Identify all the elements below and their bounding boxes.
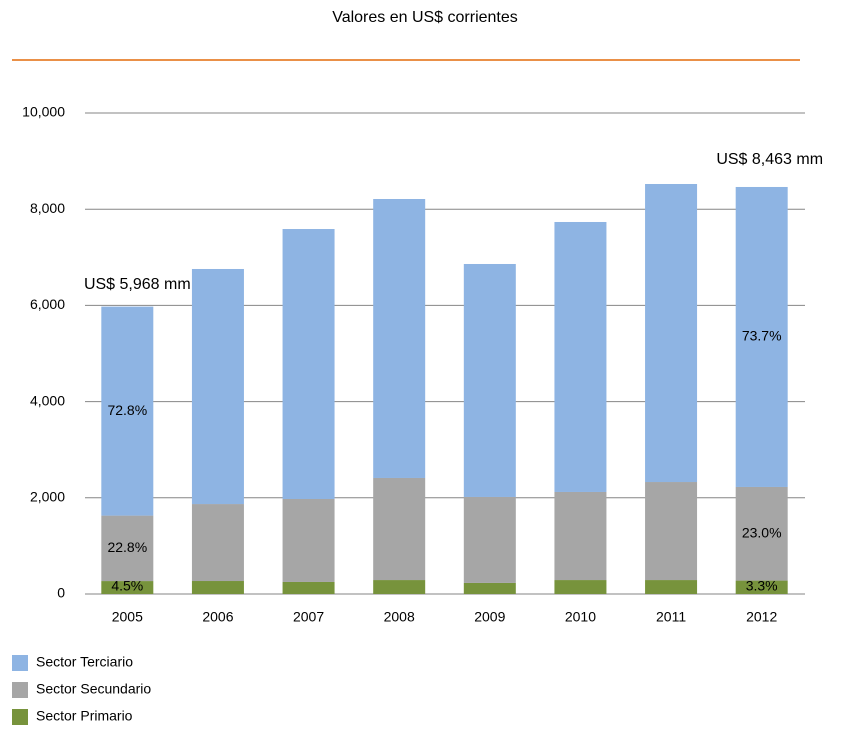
x-tick-label: 2007: [293, 609, 324, 625]
y-tick-label: 0: [57, 585, 65, 601]
legend-label: Sector Primario: [36, 708, 133, 724]
bar-segment: [101, 581, 154, 594]
share-label: 73.7%: [742, 328, 782, 344]
y-tick-label: 10,000: [22, 104, 65, 120]
bar-segment: [282, 581, 335, 594]
bar-segment: [645, 183, 698, 483]
share-label: 22.8%: [107, 539, 147, 555]
bar-segment: [645, 482, 698, 581]
bar-segment: [735, 186, 788, 487]
bar-segment: [282, 229, 335, 500]
y-tick-label: 6,000: [30, 296, 65, 312]
x-tick-label: 2009: [474, 609, 505, 625]
legend-label: Sector Terciario: [36, 654, 133, 670]
y-tick-label: 8,000: [30, 200, 65, 216]
total-label: US$ 5,968 mm: [84, 276, 191, 293]
x-tick-label: 2011: [656, 609, 686, 625]
bar-segment: [191, 581, 244, 594]
share-label: 72.8%: [107, 402, 147, 418]
x-tick-label: 2008: [384, 609, 415, 625]
bar-segment: [645, 580, 698, 594]
legend-swatch: [12, 655, 28, 671]
legend-swatch: [12, 709, 28, 725]
bar-segment: [373, 477, 426, 581]
legend-swatch: [12, 682, 28, 698]
bar-segment: [554, 580, 607, 594]
bar-segment: [554, 221, 607, 492]
y-tick-label: 4,000: [30, 392, 65, 408]
bar-segment: [554, 491, 607, 581]
bar-segment: [373, 580, 426, 594]
y-tick-label: 2,000: [30, 489, 65, 505]
bar-segment: [101, 515, 154, 582]
share-label: 3.3%: [746, 578, 778, 594]
bar-segment: [101, 306, 154, 516]
legend-label: Sector Secundario: [36, 681, 151, 697]
bar-segment: [191, 504, 244, 582]
bar-segment: [191, 268, 244, 505]
share-label: 23.0%: [742, 524, 782, 540]
bar-segment: [735, 486, 788, 581]
bar-segment: [282, 499, 335, 582]
bar-segment: [373, 199, 426, 478]
x-tick-label: 2006: [202, 609, 233, 625]
x-tick-label: 2010: [565, 609, 596, 625]
bar-segment: [735, 580, 788, 594]
total-label: US$ 8,463 mm: [716, 151, 823, 168]
bar-segment: [463, 263, 516, 497]
bar-segment: [463, 496, 516, 583]
share-label: 4.5%: [111, 578, 143, 594]
x-tick-label: 2005: [112, 609, 143, 625]
bar-segment: [463, 582, 516, 594]
chart-title: Valores en US$ corrientes: [332, 9, 518, 26]
x-tick-label: 2012: [746, 609, 777, 625]
